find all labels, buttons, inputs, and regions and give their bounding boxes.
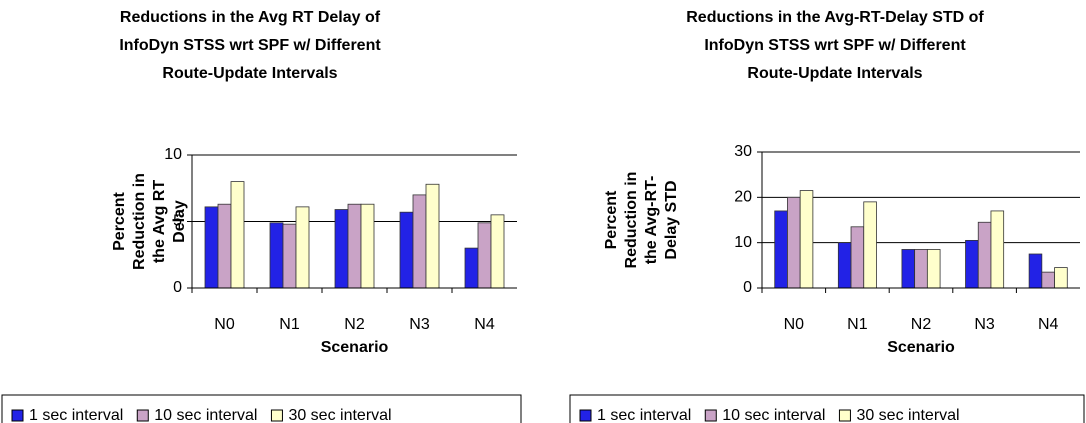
legend-swatch [136,409,149,422]
y-axis-label: Percent [111,191,128,250]
x-tick-label: N3 [974,316,995,333]
x-tick-label: N3 [409,316,430,333]
x-axis-label: Scenario [887,339,955,356]
y-tick-label: 10 [164,146,182,163]
bar [269,222,284,289]
y-axis-label: the Avg-RT- [643,176,660,265]
legend [1,394,522,423]
x-tick-label: N0 [214,316,235,333]
bar [965,239,979,289]
bar [464,247,479,289]
legend-label: 30 sec interval [856,407,959,423]
y-axis-label: the Avg RT [151,180,168,263]
bar [977,221,992,289]
y-axis-label: Reduction in [131,173,148,270]
legend-label: 30 sec interval [288,407,391,423]
bar [1041,271,1055,289]
chart-title: Reductions in the Avg RT Delay of [120,9,381,26]
bar [477,222,492,289]
y-axis-label: Delay [171,200,188,243]
legend-swatch [11,409,24,422]
bar [990,210,1005,289]
y-axis-label: Percent [603,190,620,249]
legend-swatch [704,409,717,422]
bar [217,203,232,289]
bar [837,242,852,289]
y-axis-label: Delay STD [663,180,680,259]
bar [412,194,427,289]
legend-label: 10 sec interval [722,407,825,423]
chart-title: Route-Update Intervals [162,65,337,82]
bar [926,249,941,289]
y-tick-label: 0 [743,279,752,296]
legend-swatch [270,409,283,422]
bar [399,211,414,289]
bar [360,203,375,289]
x-tick-label: N1 [847,316,868,333]
bar [901,249,916,289]
chart-title: InfoDyn STSS wrt SPF w/ Different [704,37,966,54]
x-tick-label: N2 [344,316,365,333]
bar [334,209,349,289]
x-tick-label: N4 [1038,316,1059,333]
x-tick-label: N4 [474,316,495,333]
y-tick-label: 20 [734,189,752,206]
bar [799,190,814,289]
legend-swatch [579,409,592,422]
x-tick-label: N2 [911,316,932,333]
y-tick-label: 0 [173,279,182,296]
bar [282,223,297,289]
bar [863,201,877,289]
bar [490,214,505,289]
legend-label: 10 sec interval [154,407,257,423]
y-tick-label: 30 [734,143,752,160]
bar [774,210,788,289]
bar [1054,267,1068,289]
bar [295,206,310,289]
y-tick-label: 5 [173,213,182,230]
y-axis-label: Reduction in [623,172,640,269]
x-tick-label: N0 [784,316,805,333]
legend-label: 1 sec interval [597,407,691,423]
legend [569,394,1085,423]
chart-title: InfoDyn STSS wrt SPF w/ Different [119,37,381,54]
bar [787,196,801,289]
bar [204,206,219,289]
legend-label: 1 sec interval [29,407,123,423]
bar [1028,253,1043,289]
y-tick-label: 10 [734,234,752,251]
chart-title: Reductions in the Avg-RT-Delay STD of [686,9,984,26]
chart-title: Route-Update Intervals [747,65,922,82]
bar [230,181,245,289]
bar [347,203,362,289]
bar [914,249,928,289]
bar [850,226,865,289]
x-tick-label: N1 [279,316,300,333]
legend-swatch [838,409,851,422]
bar [425,183,440,289]
x-axis-label: Scenario [321,339,389,356]
